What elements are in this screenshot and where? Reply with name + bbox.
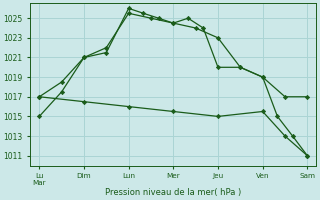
X-axis label: Pression niveau de la mer( hPa ): Pression niveau de la mer( hPa ) <box>105 188 242 197</box>
